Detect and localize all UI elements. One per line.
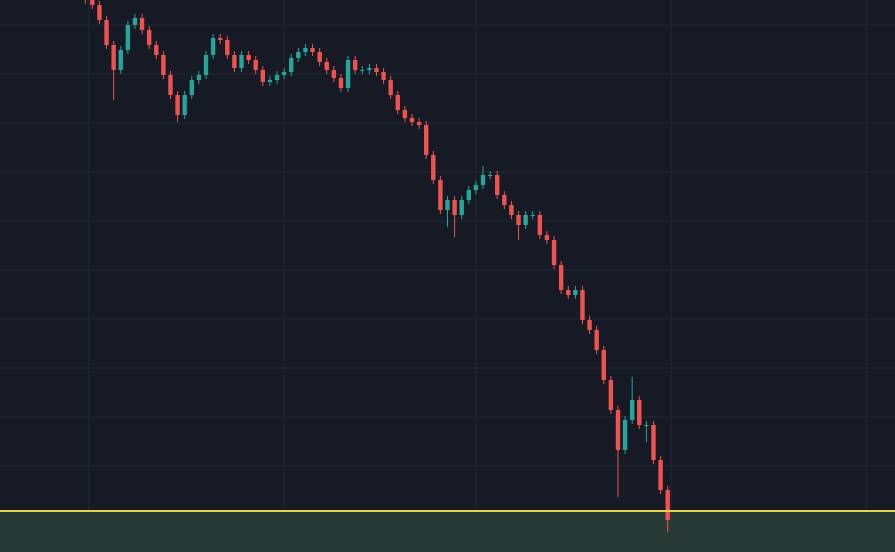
candle-body: [331, 70, 337, 78]
candle-body: [217, 38, 223, 40]
candle-body: [516, 215, 521, 225]
candle-body: [317, 52, 322, 62]
candle-body: [594, 330, 599, 350]
candle-body: [239, 55, 244, 68]
candle-body: [445, 200, 450, 210]
candle-body: [189, 80, 194, 95]
candle-body: [267, 80, 273, 82]
candle-body: [495, 175, 500, 195]
candle-body: [367, 68, 372, 70]
candle-body: [587, 320, 592, 330]
candle-body: [438, 180, 443, 210]
candle-body: [360, 70, 365, 71]
candle-body: [530, 215, 535, 216]
candle-body: [310, 48, 315, 52]
candle-body: [338, 78, 344, 88]
candle-body: [608, 380, 614, 410]
candle-body: [580, 290, 585, 320]
candle-body: [182, 95, 187, 115]
candle-body: [615, 410, 621, 450]
candle-body: [246, 55, 251, 60]
candle-body: [644, 425, 649, 426]
candle-body: [651, 425, 656, 460]
candle-body: [232, 55, 237, 68]
candle-body: [466, 190, 472, 200]
candle-body: [544, 235, 550, 240]
candle-body: [225, 40, 230, 55]
candle-body: [452, 200, 457, 215]
candle-body: [551, 240, 557, 265]
candle-body: [502, 195, 507, 205]
candle-body: [473, 185, 479, 190]
candle-body: [388, 80, 393, 95]
candle-body: [509, 205, 514, 215]
candle-body: [175, 95, 180, 115]
candle-body: [111, 45, 116, 70]
candle-body: [622, 420, 628, 450]
candle-body: [523, 215, 528, 225]
candle-body: [345, 60, 351, 88]
candle-body: [324, 62, 329, 70]
candle-body: [409, 118, 415, 122]
candle-body: [566, 290, 571, 295]
candle-body: [459, 200, 464, 215]
candle-body: [402, 110, 408, 118]
candle-body: [537, 215, 543, 235]
candle-body: [352, 60, 358, 70]
candle-body: [281, 72, 287, 75]
candle-body: [97, 5, 102, 20]
candle-body: [154, 45, 159, 55]
candle-body: [303, 48, 308, 52]
candle-body: [132, 18, 138, 25]
candle-body: [274, 75, 280, 80]
candle-body: [658, 460, 663, 490]
candle-body: [423, 125, 429, 155]
candle-body: [629, 400, 635, 420]
candle-body: [296, 52, 301, 58]
candle-body: [374, 68, 379, 72]
candle-body: [253, 60, 258, 70]
candle-body: [125, 25, 131, 50]
candle-body: [139, 18, 145, 30]
candle-body: [573, 290, 578, 295]
candle-body: [90, 0, 95, 5]
candle-body: [601, 350, 606, 380]
candle-body: [665, 490, 670, 520]
candle-body: [146, 30, 152, 45]
candle-body: [637, 400, 642, 425]
level-zone: [0, 511, 895, 552]
candle-body: [260, 70, 266, 82]
candle-body: [168, 75, 173, 95]
candle-body: [196, 75, 202, 80]
candle-body: [381, 72, 386, 80]
candle-body: [487, 175, 493, 176]
candle-body: [431, 155, 436, 180]
candle-body: [395, 95, 400, 110]
candle-body: [558, 265, 564, 290]
candle-body: [289, 58, 294, 72]
candle-body: [203, 55, 209, 75]
candle-body: [480, 175, 486, 185]
candle-body: [416, 122, 422, 125]
candle-body: [161, 55, 166, 75]
candle-body: [210, 38, 216, 55]
candle-body: [118, 50, 123, 70]
candle-body: [104, 20, 109, 45]
